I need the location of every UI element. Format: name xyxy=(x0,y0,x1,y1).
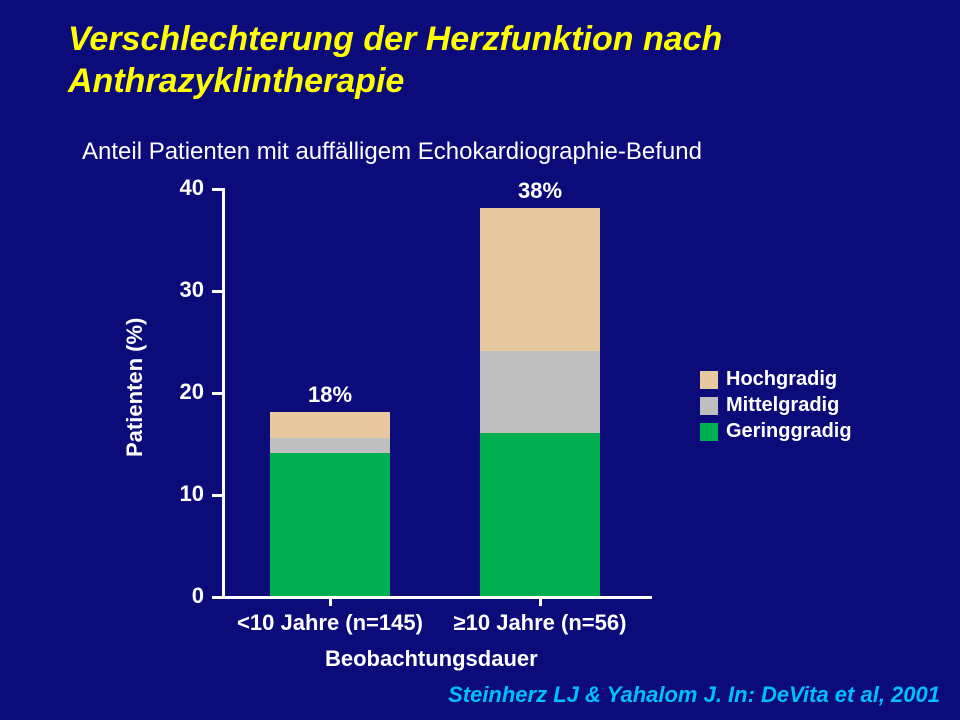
slide-title-line1: Verschlechterung der Herzfunktion nach xyxy=(68,20,722,59)
bar-segment xyxy=(270,453,390,596)
slide: { "slide": { "background_color": "#0b0b7… xyxy=(0,0,960,720)
y-axis-label: Patienten (%) xyxy=(122,318,148,457)
x-axis xyxy=(222,596,652,599)
slide-subtitle: Anteil Patienten mit auffälligem Echokar… xyxy=(82,138,702,166)
legend-swatch xyxy=(700,371,718,389)
y-tick-label: 20 xyxy=(162,379,204,405)
bar-segment xyxy=(480,208,600,351)
category-label: <10 Jahre (n=145) xyxy=(220,610,440,636)
y-tick xyxy=(212,494,222,497)
legend-label: Hochgradig xyxy=(726,368,837,391)
x-axis-label: Beobachtungsdauer xyxy=(325,646,538,672)
bar-value-label: 18% xyxy=(290,382,370,408)
bar-segment xyxy=(270,412,390,438)
y-tick xyxy=(212,392,222,395)
legend-swatch xyxy=(700,397,718,415)
y-tick-label: 0 xyxy=(162,583,204,609)
y-tick xyxy=(212,188,222,191)
y-tick xyxy=(212,596,222,599)
bar-segment xyxy=(270,438,390,453)
legend-swatch xyxy=(700,423,718,441)
x-tick xyxy=(329,596,332,606)
y-axis xyxy=(222,188,225,596)
y-tick-label: 30 xyxy=(162,277,204,303)
legend-label: Geringgradig xyxy=(726,420,852,443)
y-tick-label: 10 xyxy=(162,481,204,507)
bar-segment xyxy=(480,351,600,433)
slide-title-line2: Anthrazyklintherapie xyxy=(68,62,404,101)
category-label: ≥10 Jahre (n=56) xyxy=(430,610,650,636)
x-tick xyxy=(539,596,542,606)
y-tick-label: 40 xyxy=(162,175,204,201)
legend-label: Mittelgradig xyxy=(726,394,839,417)
citation: Steinherz LJ & Yahalom J. In: DeVita et … xyxy=(448,682,940,708)
y-tick xyxy=(212,290,222,293)
bar-value-label: 38% xyxy=(500,178,580,204)
bar-segment xyxy=(480,433,600,596)
